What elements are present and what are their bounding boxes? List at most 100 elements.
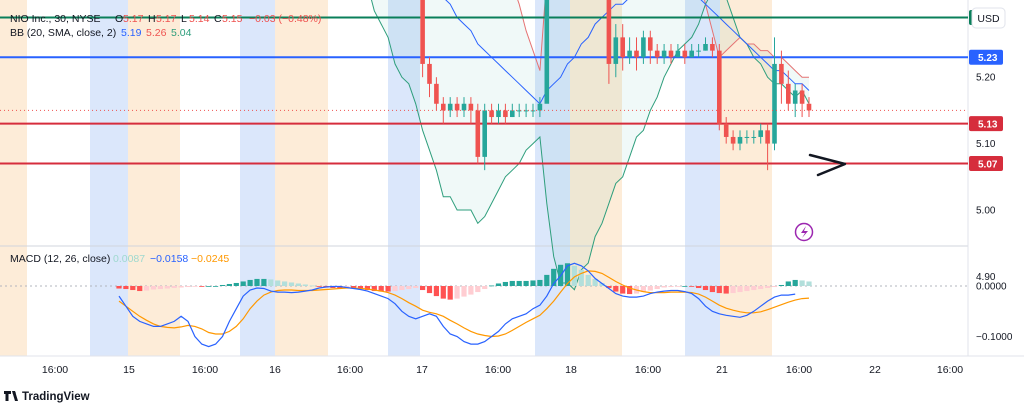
candle <box>523 103 529 118</box>
macd-histogram-bar <box>150 286 157 290</box>
candle-body <box>792 90 798 104</box>
macd-histogram-bar <box>647 286 653 291</box>
candle <box>723 117 729 144</box>
macd-histogram-bar <box>620 286 626 294</box>
time-tick-label: 16:00 <box>192 364 218 376</box>
macd-histogram-bar <box>392 286 398 292</box>
candle-body <box>454 103 460 111</box>
macd-histogram-bar <box>585 274 591 286</box>
macd-legend-label[interactable]: MACD (12, 26, close) <box>10 253 110 265</box>
candle-body <box>482 110 487 157</box>
candle <box>503 103 508 124</box>
macd-histogram-bar <box>213 286 219 287</box>
macd-histogram-bar <box>744 286 750 292</box>
bb-legend-label[interactable]: BB (20, SMA, close, 2) <box>10 27 116 39</box>
lightning-icon[interactable] <box>794 222 814 242</box>
macd-histogram-bar <box>661 286 667 288</box>
brand-name: TradingView <box>22 391 90 403</box>
candle-body <box>606 0 612 64</box>
tradingview-logo[interactable]: TradingView <box>4 391 90 403</box>
level-price-label[interactable]: 5.23 <box>969 49 1003 65</box>
macd-histogram-bar <box>426 286 433 294</box>
price-tick-label: 5.10 <box>976 139 996 150</box>
candle <box>530 103 536 118</box>
candle-body <box>689 50 694 58</box>
candle-body <box>806 103 812 111</box>
bb-lower-line <box>370 0 810 291</box>
candle <box>516 103 522 118</box>
candle <box>779 50 784 104</box>
candle <box>489 103 494 124</box>
time-axis[interactable]: 16:00 15 16:00 16 16:00 17 16:00 18 16:00 21 16:00… <box>42 364 963 376</box>
candle <box>475 103 481 164</box>
time-tick-label: 16:00 <box>42 364 68 376</box>
macd-histogram-bar <box>344 286 350 288</box>
currency-label: USD <box>977 13 1000 25</box>
session-band <box>685 0 720 356</box>
candle-body <box>730 136 736 144</box>
macd-histogram-bar <box>806 281 812 286</box>
candle-body <box>675 50 681 58</box>
candle <box>613 24 619 78</box>
macd-histogram-bar <box>495 283 502 286</box>
level-price-label[interactable]: 5.07 <box>969 156 1003 172</box>
symbol-title[interactable]: NIO Inc., 30, NYSE <box>10 13 100 25</box>
macd-histogram-bar <box>288 282 295 286</box>
macd-histogram-bar <box>523 280 529 286</box>
candle <box>703 37 708 51</box>
candle <box>682 44 688 64</box>
legend: NIO Inc., 30, NYSE O 5.17 H 5.17 L 5.14 C 5.15−… <box>10 13 321 265</box>
candle <box>461 97 467 118</box>
macd-histogram-bar <box>295 283 301 286</box>
candle-body <box>641 37 646 58</box>
macd-line-value: −0.0158 <box>150 253 188 265</box>
macd-histogram-bar <box>261 278 267 286</box>
macd-histogram-bar <box>420 286 426 291</box>
candle-body <box>786 83 791 104</box>
macd-signal-value: −0.0245 <box>191 253 229 265</box>
candle-body <box>772 63 777 144</box>
macd-histogram-bar <box>447 286 453 300</box>
level-price-label[interactable]: 5.13 <box>969 116 1003 132</box>
macd-histogram-bar <box>351 286 357 289</box>
candle <box>441 97 446 124</box>
candle-body <box>799 90 805 104</box>
session-band <box>275 0 328 356</box>
price-change: −0.03 (−0.48%) <box>249 13 321 25</box>
macd-histogram-bar <box>792 279 798 286</box>
candle <box>717 44 722 131</box>
macd-histogram-bar <box>364 286 370 291</box>
bb-lower-value: 5.04 <box>171 27 192 39</box>
macd-histogram-bar <box>275 280 281 286</box>
macd-histogram-bar <box>282 281 288 286</box>
macd-line <box>118 262 796 348</box>
candle <box>799 83 805 118</box>
macd-histogram-bar <box>689 286 695 287</box>
macd-histogram-bar <box>171 286 177 289</box>
macd-histogram-bar <box>268 279 274 286</box>
macd-histogram-bar <box>737 286 743 293</box>
currency-button[interactable]: USD <box>971 7 1006 29</box>
candle <box>420 0 425 78</box>
level-label-text: 5.07 <box>978 159 998 170</box>
candle <box>482 103 487 171</box>
ohlc-label: H <box>148 13 156 25</box>
candle <box>544 0 550 104</box>
macd-histogram-bar <box>640 286 646 293</box>
candle <box>661 44 667 64</box>
macd-histogram-bar <box>509 280 515 286</box>
candle-body <box>427 63 432 84</box>
time-tick-label: 17 <box>416 364 428 376</box>
session-band <box>0 0 27 356</box>
candle <box>751 130 757 144</box>
macd-histogram-bar <box>709 286 715 293</box>
bollinger-bands <box>370 0 810 291</box>
macd-histogram-bar <box>137 286 143 292</box>
ohlc-value: 5.17 <box>123 13 144 25</box>
candle-body <box>758 130 763 137</box>
macd-histogram-bar <box>199 286 205 287</box>
level-label-bg <box>969 156 1003 172</box>
arrow-drawing[interactable] <box>808 153 847 177</box>
candle-body <box>717 50 722 124</box>
